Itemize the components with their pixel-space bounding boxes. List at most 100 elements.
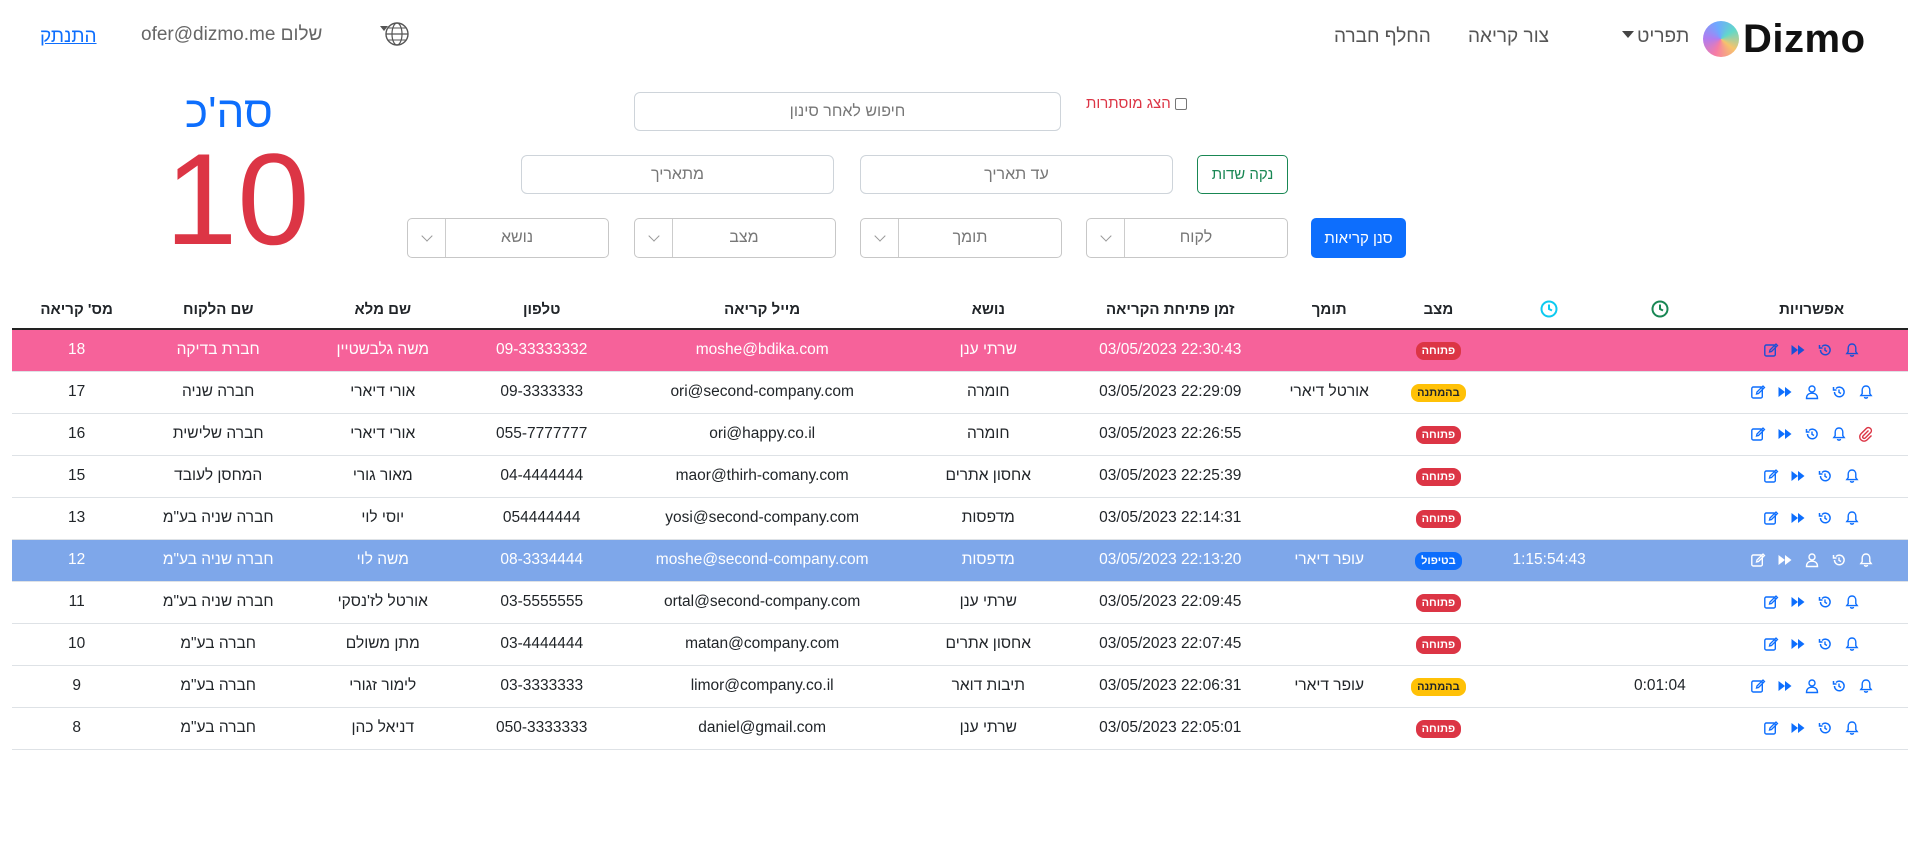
bell-icon[interactable]	[1843, 341, 1861, 359]
history-icon[interactable]	[1830, 383, 1848, 401]
menu-dropdown[interactable]: תפריט	[1622, 26, 1689, 48]
cell-number: 13	[12, 497, 142, 540]
bell-icon[interactable]	[1843, 719, 1861, 737]
cell-topic: שרתי ענן	[911, 707, 1066, 750]
fast-forward-icon[interactable]	[1789, 467, 1807, 485]
fast-forward-icon[interactable]	[1776, 383, 1794, 401]
edit-icon[interactable]	[1749, 383, 1767, 401]
from-date-input[interactable]	[521, 155, 834, 194]
history-icon[interactable]	[1830, 551, 1848, 569]
show-hidden-label: הצג מוסתרות	[1086, 95, 1171, 112]
cell-customer: חברה שלישית	[141, 413, 296, 456]
cell-timer-1	[1604, 371, 1716, 414]
edit-icon[interactable]	[1749, 551, 1767, 569]
user-icon[interactable]	[1803, 383, 1821, 401]
bell-icon[interactable]	[1843, 635, 1861, 653]
table-row[interactable]: 1:15:54:43 בטיפול עופר דיארי 03/05/2023 22:…	[12, 539, 1908, 582]
cell-customer: חברה שניה	[141, 371, 296, 414]
logout-link[interactable]: התנתק	[40, 26, 97, 47]
cell-phone: 055-7777777	[470, 413, 613, 456]
brand-logo[interactable]: Dizmo	[1703, 17, 1866, 61]
user-greeting: שלום ofer@dizmo.me	[141, 24, 323, 45]
table-row[interactable]: פתוחה 03/05/2023 22:09:45 שרתי ענן ortal@se…	[12, 581, 1908, 624]
cell-number: 18	[12, 329, 142, 372]
state-select-label: מצב	[729, 229, 759, 246]
bell-icon[interactable]	[1857, 677, 1875, 695]
edit-icon[interactable]	[1749, 677, 1767, 695]
cell-number: 15	[12, 455, 142, 498]
table-row[interactable]: פתוחה 03/05/2023 22:26:55 חומרה ori@happy.c…	[12, 413, 1908, 456]
support-select-label: תומך	[952, 229, 988, 246]
cell-support	[1275, 413, 1384, 456]
status-badge: בטיפול	[1415, 551, 1462, 570]
bell-icon[interactable]	[1843, 467, 1861, 485]
state-select[interactable]: מצב	[634, 218, 836, 258]
cell-full-name: מאור גורי	[295, 455, 471, 498]
edit-icon[interactable]	[1762, 509, 1780, 527]
filter-tickets-button[interactable]: סנן קריאות	[1311, 218, 1406, 258]
history-icon[interactable]	[1816, 635, 1834, 653]
show-hidden-toggle[interactable]: הצג מוסתרות	[1086, 95, 1187, 112]
edit-icon[interactable]	[1762, 593, 1780, 611]
edit-icon[interactable]	[1762, 719, 1780, 737]
switch-company-link[interactable]: החלף חברה	[1334, 26, 1431, 47]
new-ticket-link[interactable]: צור קריאה	[1468, 26, 1549, 47]
history-icon[interactable]	[1816, 467, 1834, 485]
header-topic: נושא	[911, 290, 1066, 330]
customer-select[interactable]: לקוח	[1086, 218, 1288, 258]
bell-icon[interactable]	[1857, 551, 1875, 569]
user-icon[interactable]	[1803, 551, 1821, 569]
history-icon[interactable]	[1816, 341, 1834, 359]
topic-select[interactable]: נושא	[407, 218, 609, 258]
bell-icon[interactable]	[1857, 383, 1875, 401]
total-label: סה'כ	[185, 88, 273, 137]
history-icon[interactable]	[1816, 509, 1834, 527]
cell-open-time: 03/05/2023 22:07:45	[1065, 623, 1276, 666]
history-icon[interactable]	[1816, 719, 1834, 737]
edit-icon[interactable]	[1762, 635, 1780, 653]
to-date-input[interactable]	[860, 155, 1173, 194]
bell-icon[interactable]	[1843, 509, 1861, 527]
cell-full-name: משה גלבשטיין	[295, 329, 471, 372]
fast-forward-icon[interactable]	[1789, 635, 1807, 653]
fast-forward-icon[interactable]	[1789, 509, 1807, 527]
table-row[interactable]: פתוחה 03/05/2023 22:14:31 מדפסות yosi@secon…	[12, 497, 1908, 540]
edit-icon[interactable]	[1749, 425, 1767, 443]
cell-open-time: 03/05/2023 22:30:43	[1065, 329, 1276, 372]
history-icon[interactable]	[1816, 593, 1834, 611]
fast-forward-icon[interactable]	[1789, 341, 1807, 359]
table-row[interactable]: 0:01:04 בהמתנה עופר דיארי 03/05/2023 22:06:…	[12, 665, 1908, 708]
history-icon[interactable]	[1803, 425, 1821, 443]
clear-fields-button[interactable]: נקה שדות	[1197, 155, 1288, 194]
table-row[interactable]: פתוחה 03/05/2023 22:05:01 שרתי ענן daniel@g…	[12, 707, 1908, 750]
chevron-down-icon	[861, 219, 899, 257]
user-icon[interactable]	[1803, 677, 1821, 695]
cell-support	[1275, 329, 1384, 372]
fast-forward-icon[interactable]	[1789, 593, 1807, 611]
fast-forward-icon[interactable]	[1776, 551, 1794, 569]
fast-forward-icon[interactable]	[1789, 719, 1807, 737]
edit-icon[interactable]	[1762, 467, 1780, 485]
edit-icon[interactable]	[1762, 341, 1780, 359]
table-row[interactable]: בהמתנה אורטל דיארי 03/05/2023 22:29:09 חומר…	[12, 371, 1908, 414]
cell-options	[1715, 623, 1908, 666]
cell-timer-2	[1493, 665, 1605, 708]
fast-forward-icon[interactable]	[1776, 677, 1794, 695]
show-hidden-checkbox[interactable]	[1174, 97, 1187, 110]
cell-options	[1715, 329, 1908, 372]
cell-phone: 03-5555555	[470, 581, 613, 624]
search-input[interactable]	[634, 92, 1061, 131]
fast-forward-icon[interactable]	[1776, 425, 1794, 443]
cell-timer-1	[1604, 623, 1716, 666]
table-row[interactable]: פתוחה 03/05/2023 22:30:43 שרתי ענן moshe@bd…	[12, 329, 1908, 372]
bell-icon[interactable]	[1830, 425, 1848, 443]
support-select[interactable]: תומך	[860, 218, 1062, 258]
bell-icon[interactable]	[1843, 593, 1861, 611]
table-row[interactable]: פתוחה 03/05/2023 22:25:39 אחסון אתרים maor@…	[12, 455, 1908, 498]
paperclip-icon[interactable]	[1857, 425, 1875, 443]
cell-full-name: יוסי לוי	[295, 497, 471, 540]
history-icon[interactable]	[1830, 677, 1848, 695]
cell-full-name: משה לוי	[295, 539, 471, 582]
language-selector[interactable]	[378, 20, 412, 48]
table-row[interactable]: פתוחה 03/05/2023 22:07:45 אחסון אתרים matan…	[12, 623, 1908, 666]
